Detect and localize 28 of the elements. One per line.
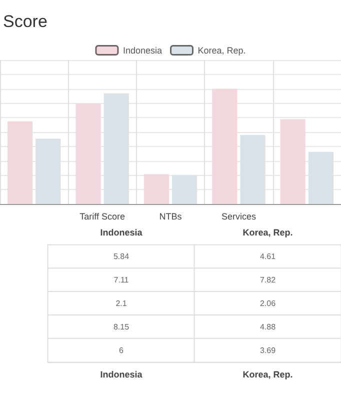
data-label: 3.69 [260,346,276,355]
bar [76,104,101,204]
bar [240,134,266,204]
bar [172,174,198,204]
bar [36,138,61,204]
data-label: 6 [119,346,124,355]
x-tick-label: Services [221,212,256,222]
data-label: 5.84 [113,252,130,262]
data-label: 8.15 [113,322,130,332]
data-label: 2.1 [116,299,128,308]
category-label: Korea, Rep. [242,370,293,380]
bar [104,93,129,204]
data-label: 7.82 [260,276,276,285]
bar [308,152,334,204]
legend-label: Indonesia [122,45,162,56]
bar [8,121,33,204]
bar [212,88,238,204]
data-label: 4.61 [260,252,276,262]
data-label: 2.06 [260,299,276,308]
category-label: Indonesia [100,370,142,380]
bar [280,119,306,204]
x-tick-label: Tariff Score [80,212,125,222]
data-label: 4.88 [260,322,276,332]
data-label: 7.11 [114,276,130,285]
chart-title: Score [3,12,48,31]
x-tick-label: NTBs [159,212,182,222]
bar [144,174,169,204]
legend-label: Korea, Rep. [198,45,246,56]
